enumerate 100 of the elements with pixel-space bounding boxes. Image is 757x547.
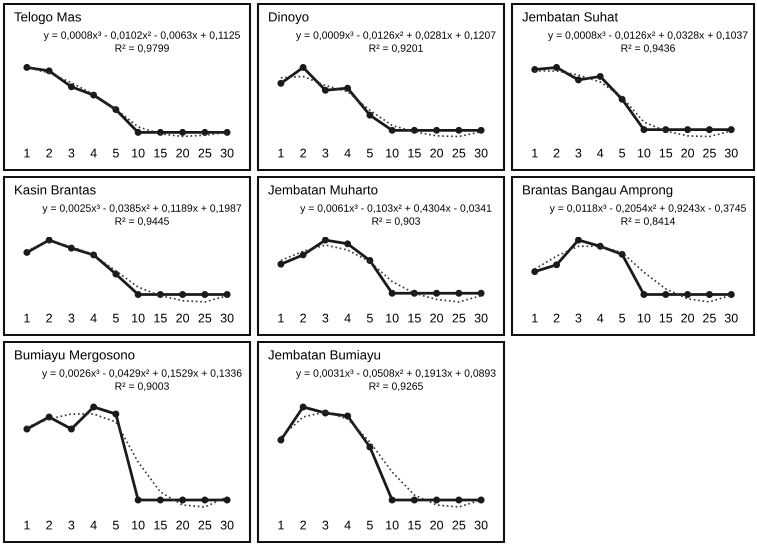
x-tick-label: 4 — [344, 314, 351, 322]
x-tick-label: 5 — [366, 520, 373, 530]
point — [706, 291, 713, 298]
x-tick-label: 4 — [597, 314, 604, 322]
x-tick-label: 1 — [532, 148, 538, 158]
x-tick-label: 2 — [46, 520, 52, 530]
x-tick-label: 25 — [452, 148, 466, 158]
text: y = 0,0061x³ - 0,103x² + 0,4304x - 0,0341 — [300, 204, 492, 214]
x-tick-label: 2 — [300, 314, 306, 322]
x-tick-label: 20 — [681, 314, 694, 323]
x-tick-label: 10 — [132, 314, 145, 323]
point — [300, 64, 307, 71]
chart-title: Jembatan Suhat — [522, 12, 618, 22]
point — [640, 291, 648, 298]
x-tick-label: 30 — [474, 148, 488, 158]
x-tick-label: 5 — [112, 314, 119, 323]
x-tick-label: 4 — [90, 314, 97, 322]
x-tick-label: 15 — [154, 314, 167, 323]
text: R² = 0,9436 — [621, 44, 675, 54]
point — [388, 126, 396, 134]
x-tick-label: 3 — [575, 314, 582, 323]
x-tick-label: 30 — [220, 314, 234, 323]
point — [201, 496, 208, 504]
chart-title: Telogo Mas — [14, 12, 81, 24]
point — [179, 128, 186, 136]
text: R² = 0,903 — [372, 217, 420, 226]
point — [90, 404, 98, 410]
text: R² = 0,8414 — [621, 217, 676, 226]
point — [455, 126, 462, 134]
x-tick-label: 20 — [430, 520, 444, 530]
x-tick-label: 30 — [724, 148, 738, 158]
point — [366, 112, 374, 119]
x-tick-label: 15 — [154, 520, 167, 530]
point — [300, 404, 307, 410]
x-tick-label: 5 — [112, 148, 119, 158]
x-tick-label: 2 — [46, 148, 52, 158]
text: y = 0,0026x³ - 0,0429x² + 0,1529x + 0,1336 — [42, 369, 242, 379]
x-tick-label: 3 — [322, 520, 328, 530]
point — [455, 290, 462, 297]
point — [134, 291, 142, 298]
point — [344, 412, 352, 420]
x-tick-label: 4 — [597, 148, 604, 158]
x-tick-label: 3 — [322, 314, 328, 323]
text: y = 0,0025x³ - 0,0385x² + 0,1189x + 0,1987 — [42, 204, 242, 214]
x-tick-label: 15 — [660, 148, 672, 158]
x-tick-label: 4 — [344, 520, 351, 530]
point — [277, 260, 284, 268]
point — [553, 261, 560, 268]
point — [388, 496, 396, 504]
x-tick-label: 10 — [132, 520, 145, 530]
x-tick-label: 10 — [638, 148, 650, 158]
point — [553, 64, 560, 71]
x-tick-label: 20 — [430, 148, 444, 158]
x-tick-label: 15 — [408, 314, 421, 323]
point — [684, 126, 692, 134]
x-tick-label: 15 — [408, 148, 421, 158]
point — [478, 496, 485, 504]
x-tick-label: 10 — [386, 520, 399, 530]
x-tick-label: 25 — [703, 148, 716, 158]
x-tick-label: 25 — [452, 314, 466, 323]
chart-title: Bumiayu Mergosono — [15, 350, 134, 362]
point — [433, 126, 440, 134]
x-tick-label: 25 — [198, 148, 212, 158]
x-tick-label: 30 — [220, 520, 234, 530]
x-tick-label: 25 — [198, 520, 212, 530]
point — [134, 496, 142, 504]
chart-title: Kasin Brantas — [15, 184, 96, 195]
text: y = 0,0009x³ - 0,0126x² + 0,0281x + 0,1207 — [296, 31, 496, 41]
x-tick-label: 1 — [24, 148, 30, 158]
text: y = 0,0008x³ - 0,0126x² + 0,0328x + 0,1037 — [548, 31, 748, 41]
point — [23, 426, 30, 432]
x-tick-label: 20 — [176, 314, 190, 323]
x-tick-label: 3 — [68, 148, 74, 158]
x-tick-label: 3 — [322, 148, 328, 158]
x-tick-label: 5 — [619, 314, 626, 323]
text: R² = 0,9265 — [369, 382, 423, 392]
x-tick-label: 2 — [554, 314, 560, 322]
x-tick-label: 2 — [554, 148, 560, 158]
point — [344, 240, 352, 248]
text: R² = 0,9003 — [115, 382, 169, 392]
x-tick-label: 25 — [703, 314, 716, 323]
x-tick-label: 2 — [46, 314, 52, 322]
x-tick-label: 4 — [90, 148, 97, 158]
x-tick-label: 10 — [386, 314, 399, 323]
x-tick-label: 10 — [132, 148, 145, 158]
point — [23, 64, 30, 71]
x-tick-label: 25 — [198, 314, 212, 323]
point — [134, 128, 142, 136]
x-tick-label: 10 — [638, 314, 650, 323]
point — [574, 237, 582, 244]
chart-title: Dinoyo — [269, 12, 309, 24]
chart-title: Brantas Bangau Amprong — [523, 185, 672, 198]
x-tick-label: 2 — [300, 148, 306, 158]
chart-title: Jembatan Bumiayu — [268, 350, 380, 362]
text: y = 0,0031x³ - 0,0508x² + 0,1913x + 0,0893 — [296, 369, 496, 379]
point — [455, 496, 462, 504]
point — [388, 290, 396, 297]
point — [277, 436, 284, 444]
point — [478, 290, 485, 297]
point — [322, 237, 329, 244]
